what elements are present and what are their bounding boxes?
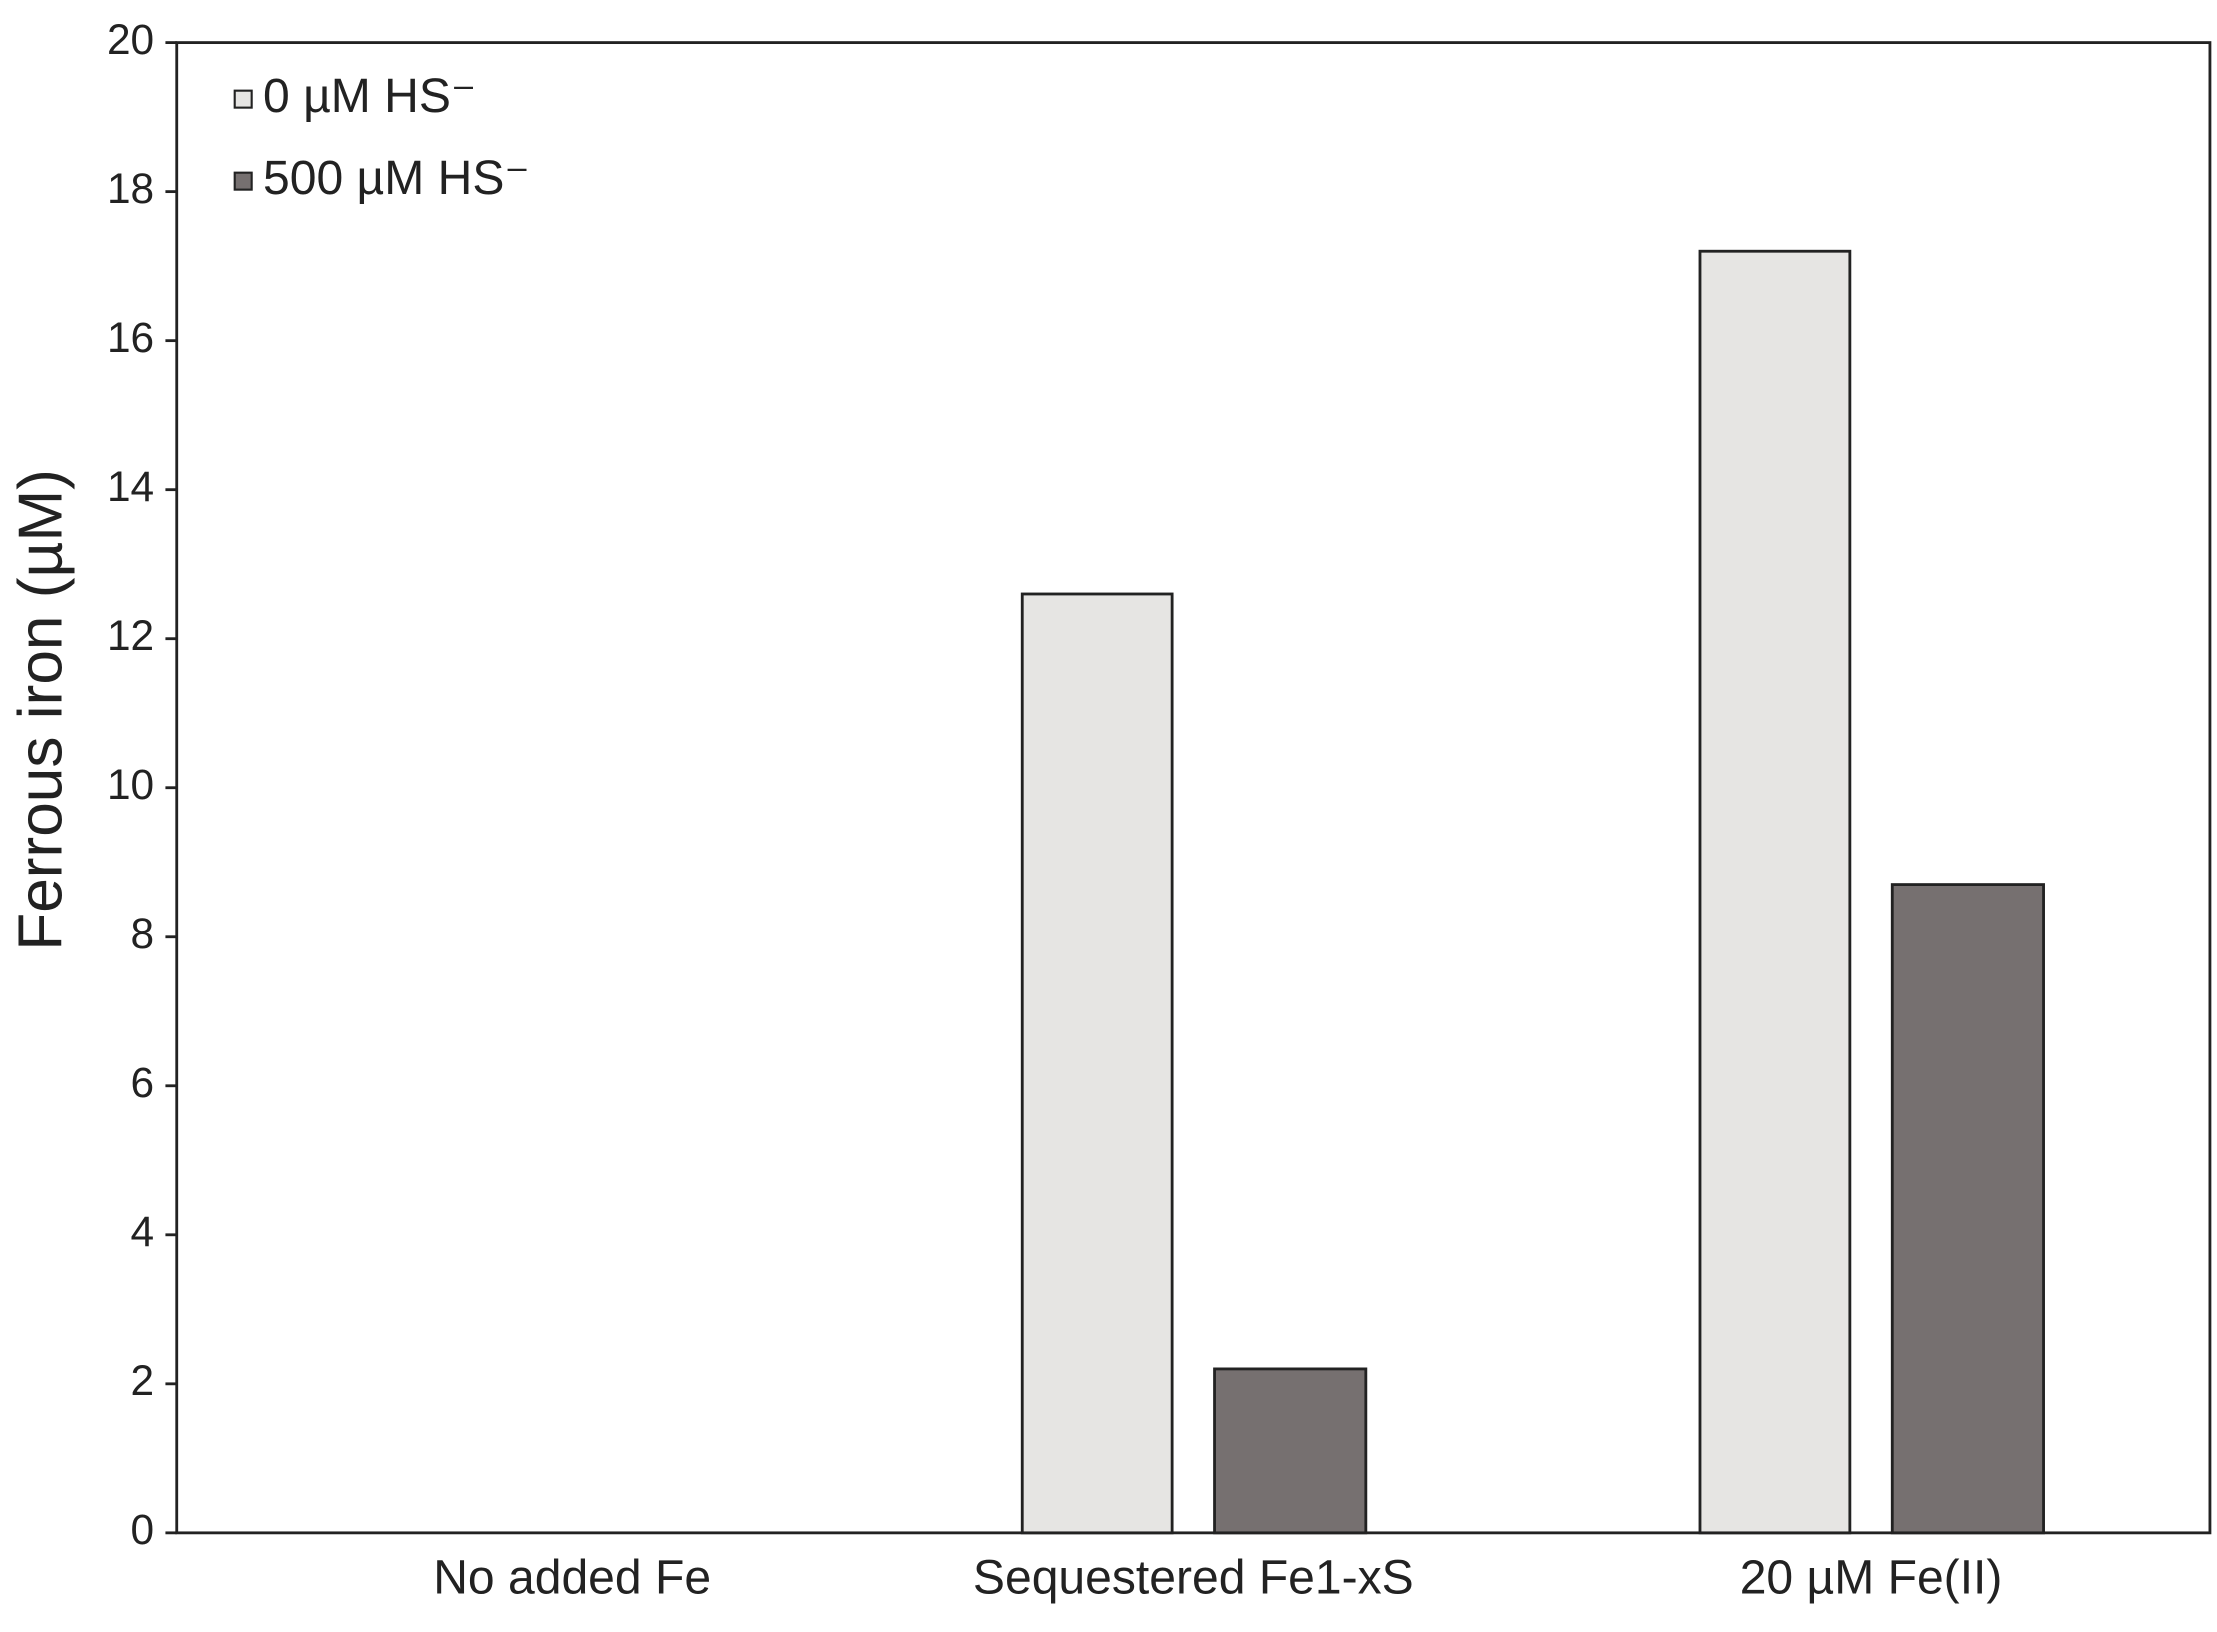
y-tick-label: 6	[131, 1059, 155, 1106]
bar	[1020, 592, 1174, 1535]
y-tick-label: 12	[107, 612, 154, 659]
y-tick-label: 2	[131, 1357, 155, 1404]
x-tick-label: Sequestered Fe1-xS	[973, 1551, 1414, 1605]
y-tick-label: 20	[107, 16, 154, 63]
legend-label: 0 µM HS⁻	[263, 69, 476, 123]
bar	[1890, 883, 2045, 1535]
y-tick-label: 4	[131, 1208, 155, 1255]
legend-swatch	[233, 171, 253, 191]
y-tick-label: 16	[107, 314, 154, 361]
legend-swatch	[233, 89, 253, 109]
bar	[1698, 249, 1852, 1535]
y-tick-label: 14	[107, 463, 154, 510]
x-tick-label: No added Fe	[433, 1551, 711, 1605]
y-tick-label: 0	[131, 1506, 155, 1553]
y-tick-label: 8	[131, 910, 155, 957]
y-tick-label: 10	[107, 761, 154, 808]
bar	[1213, 1367, 1368, 1535]
y-axis-label: Ferrous iron (µM)	[7, 469, 76, 951]
x-tick-label: 20 µM Fe(II)	[1740, 1551, 2003, 1605]
y-tick-label: 18	[107, 165, 154, 212]
legend-label: 500 µM HS⁻	[263, 151, 530, 205]
